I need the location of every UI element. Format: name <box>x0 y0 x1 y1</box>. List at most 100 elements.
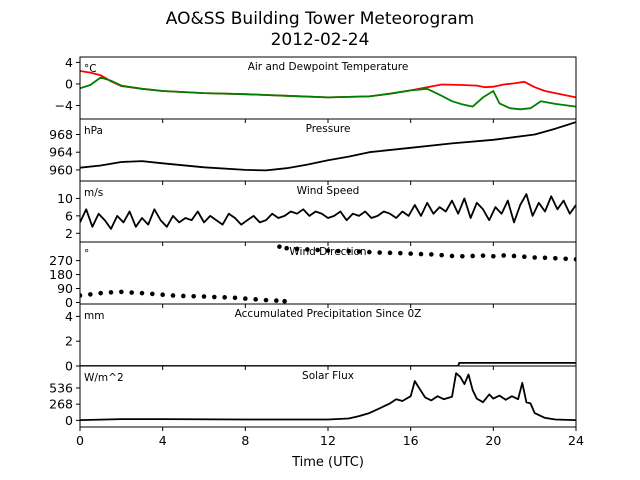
wind_direction-point <box>573 257 576 262</box>
wind_direction-point <box>480 253 486 258</box>
solar_flux-ytick-label: 0 <box>65 413 73 428</box>
wind_speed-series-line-0 <box>80 193 576 230</box>
wind_direction-point <box>408 251 413 256</box>
solar_flux-title: Solar Flux <box>302 370 354 382</box>
wind_direction-point <box>336 248 341 254</box>
precipitation-title: Accumulated Precipitation Since 0Z <box>235 308 422 320</box>
temperature-data <box>80 70 576 111</box>
wind_speed-title: Wind Speed <box>297 185 360 197</box>
xtick-label: 12 <box>320 433 336 448</box>
wind_direction-point <box>377 250 382 255</box>
wind_direction-ytick-label: 270 <box>49 253 73 268</box>
xtick-label: 20 <box>485 433 501 448</box>
wind_direction-point <box>88 292 93 297</box>
wind_direction-point <box>449 253 455 259</box>
wind_direction-point <box>212 294 217 300</box>
wind_direction-title: Wind Direction <box>289 246 366 258</box>
solar_flux-ytick-label: 536 <box>49 380 73 395</box>
wind_direction-point <box>387 250 393 256</box>
xtick-label: 4 <box>159 433 167 448</box>
precipitation-data <box>80 361 576 366</box>
precipitation-ytick-label: 4 <box>65 309 73 324</box>
wind_speed-ytick-label: 6 <box>65 208 73 223</box>
temperature-ytick-label: 0 <box>65 76 73 91</box>
wind_direction-point <box>232 295 238 301</box>
wind_direction-unit-label: ° <box>84 248 89 260</box>
wind_direction-point <box>511 253 517 259</box>
pressure-ytick-label: 960 <box>49 162 73 177</box>
pressure-ytick-label: 964 <box>49 145 73 160</box>
wind_direction-point <box>522 254 527 260</box>
wind_direction-point <box>284 245 289 251</box>
wind_direction-point <box>160 292 165 298</box>
temperature-unit-label: °C <box>84 63 97 75</box>
xtick-label: 8 <box>241 433 249 448</box>
wind_direction-point <box>491 253 496 259</box>
wind_direction-ytick-label: 90 <box>57 281 73 296</box>
wind_direction-point <box>305 247 310 252</box>
wind_direction-point <box>470 253 475 259</box>
solar_flux-unit-label: W/m^2 <box>84 372 124 384</box>
xtick-label: 16 <box>403 433 419 448</box>
wind_direction-point <box>119 289 124 295</box>
wind_speed-data <box>80 193 576 230</box>
wind_direction-point <box>108 290 114 295</box>
solar_flux-ytick-label: 268 <box>49 397 73 412</box>
wind_direction-point <box>201 294 207 299</box>
wind_direction-point <box>553 255 558 261</box>
pressure-unit-label: hPa <box>84 125 103 137</box>
wind_direction-point <box>98 290 103 296</box>
wind_direction-ytick-label: 180 <box>49 267 73 282</box>
wind_direction-point <box>253 297 258 302</box>
wind_direction-point <box>398 250 403 256</box>
wind_direction-point <box>418 251 424 257</box>
wind_direction-point <box>170 293 176 298</box>
precipitation-series-line-0 <box>80 361 576 366</box>
wind_direction-point <box>439 252 444 258</box>
wind_direction-point <box>150 291 155 297</box>
temperature-series-line-1 <box>80 76 576 111</box>
wind_direction-point <box>356 249 362 254</box>
precipitation-ytick-label: 2 <box>65 334 73 349</box>
precipitation-unit-label: mm <box>84 310 104 322</box>
solar_flux-series-line-0 <box>80 372 576 421</box>
wind_speed-panel: 10 6 2 Wind Speed m/s <box>57 180 577 246</box>
wind_direction-point <box>222 295 227 300</box>
wind_direction-point <box>181 293 186 299</box>
wind_direction-point <box>294 246 300 252</box>
temperature-ytick-label: −4 <box>55 98 73 113</box>
wind_direction-point <box>263 297 269 303</box>
wind_direction-point <box>129 290 134 295</box>
wind_direction-point <box>277 244 282 249</box>
wind_speed-ytick-label: 2 <box>65 226 73 241</box>
wind_direction-ytick-label: 0 <box>65 295 73 310</box>
wind_direction-point <box>501 253 506 258</box>
wind_direction-point <box>325 248 331 253</box>
wind_speed-unit-label: m/s <box>84 187 103 199</box>
wind_direction-point <box>346 249 351 254</box>
wind_direction-point <box>460 253 465 259</box>
pressure-ytick-label: 968 <box>49 127 73 142</box>
pressure-series-line-0 <box>80 121 576 172</box>
xtick-label: 0 <box>76 433 84 448</box>
xtick-label: 24 <box>568 433 584 448</box>
wind_direction-point <box>315 247 320 253</box>
pressure-data <box>80 121 576 172</box>
x-axis-label: Time (UTC) <box>291 455 364 470</box>
precipitation-ytick-label: 0 <box>65 359 73 374</box>
wind_speed-ytick-label: 10 <box>57 191 73 206</box>
wind_direction-point <box>282 298 287 304</box>
wind_direction-point <box>542 255 548 261</box>
wind_direction-data <box>80 244 576 304</box>
wind_direction-point <box>532 255 537 260</box>
wind_direction-point <box>429 252 434 257</box>
wind_direction-point <box>274 298 279 303</box>
figure-title: AO&SS Building Tower Meteorogram <box>166 9 474 29</box>
temperature-ytick-label: 4 <box>65 55 73 70</box>
temperature-title: Air and Dewpoint Temperature <box>248 61 409 73</box>
temperature-series-line-0 <box>80 70 576 99</box>
wind_direction-point <box>191 293 196 299</box>
